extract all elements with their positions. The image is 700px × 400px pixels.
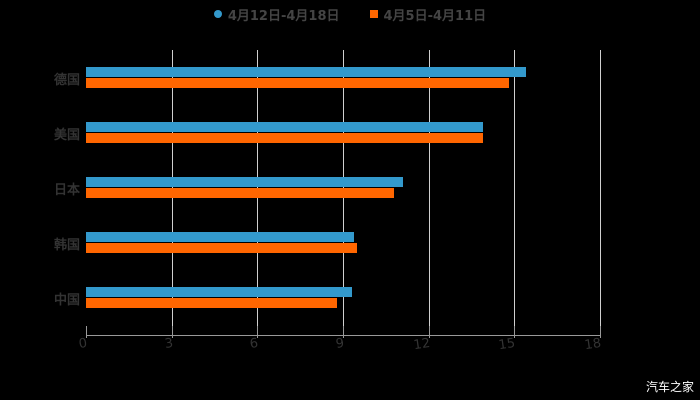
- legend-item-series-1[interactable]: 4月12日-4月18日: [213, 5, 340, 24]
- y-category-label: 日本: [53, 183, 80, 198]
- bar-series-2[interactable]: [86, 133, 483, 143]
- x-tick: [343, 326, 344, 338]
- legend-label-series-2: 4月5日-4月11日: [383, 8, 487, 24]
- bar-series-2[interactable]: [86, 243, 358, 253]
- x-tick: [429, 326, 430, 338]
- x-tick-label: 18: [583, 336, 603, 354]
- x-tick-label: 9: [334, 336, 346, 353]
- x-tick-label: 15: [497, 336, 517, 354]
- x-tick: [514, 326, 515, 338]
- y-category-label: 美国: [53, 128, 80, 143]
- bar-series-2[interactable]: [86, 298, 338, 308]
- y-category-label: 中国: [53, 293, 80, 308]
- legend-label-series-1: 4月12日-4月18日: [227, 8, 340, 24]
- x-tick-label: 6: [248, 336, 260, 353]
- x-tick: [86, 326, 87, 338]
- x-tick-label: 0: [77, 336, 89, 353]
- bar-series-1[interactable]: [86, 287, 352, 297]
- gridline: [600, 50, 601, 326]
- x-tick-label: 3: [163, 336, 175, 353]
- y-category-label: 韩国: [53, 238, 80, 253]
- gridline: [429, 50, 430, 326]
- bar-series-1[interactable]: [86, 122, 483, 132]
- bar-series-2[interactable]: [86, 188, 395, 198]
- series-1-swatch-icon: [213, 10, 222, 18]
- gridline: [514, 50, 515, 326]
- x-tick: [257, 326, 258, 338]
- chart-legend: 4月12日-4月18日 4月5日-4月11日: [0, 4, 700, 24]
- x-tick: [172, 326, 173, 338]
- legend-item-series-2[interactable]: 4月5日-4月11日: [369, 5, 487, 24]
- series-2-swatch-icon: [369, 10, 378, 18]
- bar-series-1[interactable]: [86, 177, 403, 187]
- watermark: 汽车之家: [645, 380, 694, 394]
- bar-series-1[interactable]: [86, 232, 355, 242]
- x-tick-label: 12: [412, 336, 432, 354]
- bar-series-1[interactable]: [86, 67, 526, 77]
- x-tick: [600, 326, 601, 338]
- y-category-label: 德国: [53, 73, 80, 88]
- bar-series-2[interactable]: [86, 78, 509, 88]
